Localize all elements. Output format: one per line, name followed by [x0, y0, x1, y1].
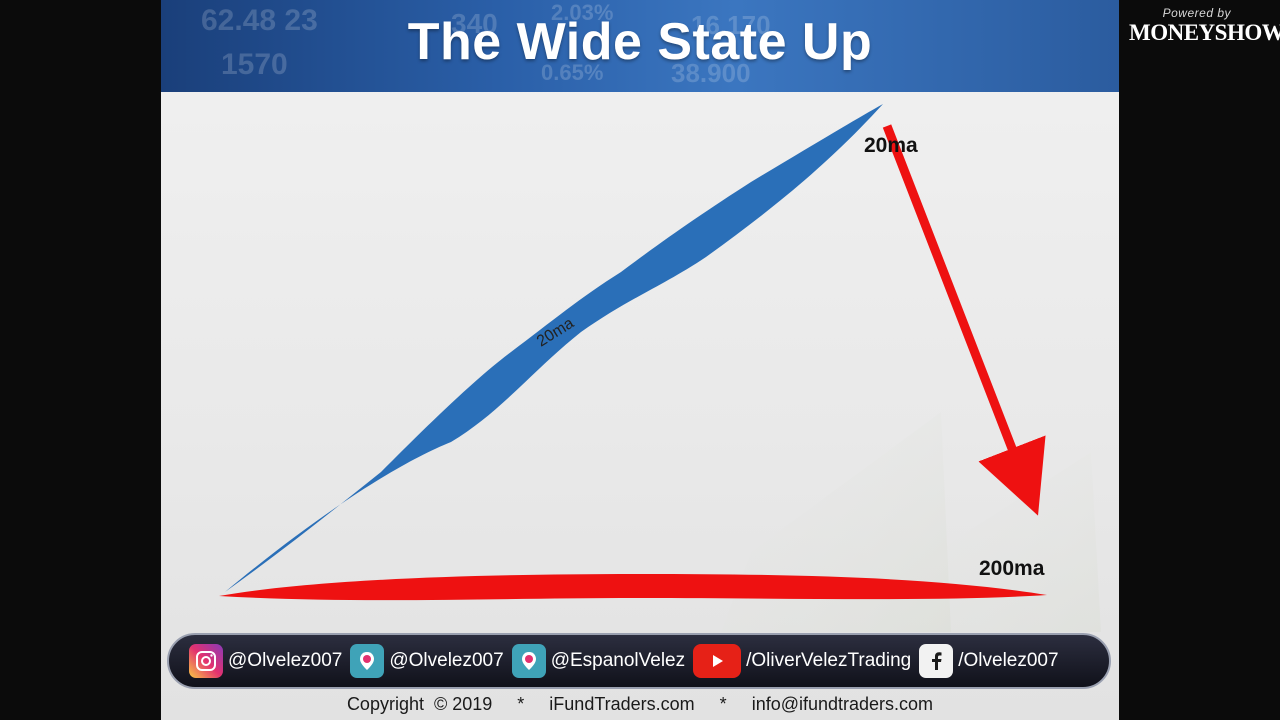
footer-copyright: Copyright © 2019 * iFundTraders.com * in…: [346, 694, 934, 714]
header-decor-ticker: 0.65%: [541, 60, 604, 85]
social-handle: /Olvelez007: [958, 650, 1059, 671]
ma20-band: [225, 104, 883, 592]
social-handle: /OliverVelezTrading: [746, 650, 912, 671]
moneyshow-logo: MONEYSHOW: [1129, 20, 1280, 45]
header-decor-ticker: 38.900: [671, 58, 751, 88]
header-decor-ticker: 2.03%: [551, 0, 614, 25]
down-arrow: [882, 124, 1046, 516]
social-handle: @Olvelez007: [389, 650, 504, 671]
social-handle: @EspanolVelez: [550, 650, 686, 671]
social-item-youtube[interactable]: /OliverVelezTrading: [693, 644, 911, 678]
social-handle: @Olvelez007: [228, 650, 343, 671]
periscope-icon: [350, 644, 385, 678]
slide-header: 62.48 23 1570 340 2.03% 0.65% 38.900 16.…: [161, 0, 1119, 92]
youtube-icon: [693, 644, 742, 678]
powered-by-label: Powered by: [1162, 6, 1231, 20]
header-decor-ticker: 340: [451, 8, 498, 39]
instagram-icon: [189, 644, 223, 678]
social-item-instagram[interactable]: @Olvelez007: [189, 644, 342, 678]
ma200-band: [219, 574, 1047, 601]
header-decor-ticker: 62.48 23: [201, 4, 318, 37]
ma20-label-top: 20ma: [864, 134, 918, 157]
trend-diagram: [219, 104, 1101, 632]
header-decor-ticker: 1570: [221, 48, 288, 81]
social-bar: @Olvelez007 @Olvelez007 @EspanolVelez /O…: [167, 633, 1111, 689]
social-item-periscope[interactable]: @Olvelez007: [350, 644, 504, 678]
header-decor-ticker: 16.170: [691, 10, 771, 40]
moneyshow-brand: Powered by MONEYSHOW: [1121, 0, 1280, 60]
facebook-icon: [919, 644, 954, 678]
ma200-label: 200ma: [979, 557, 1045, 580]
social-item-periscope-espanol[interactable]: @EspanolVelez: [511, 644, 686, 678]
social-item-facebook[interactable]: /Olvelez007: [919, 644, 1059, 678]
slide: 62.48 23 1570 340 2.03% 0.65% 38.900 16.…: [161, 0, 1119, 720]
slide-title: The Wide State Up: [407, 13, 873, 71]
periscope-icon: [511, 644, 546, 678]
